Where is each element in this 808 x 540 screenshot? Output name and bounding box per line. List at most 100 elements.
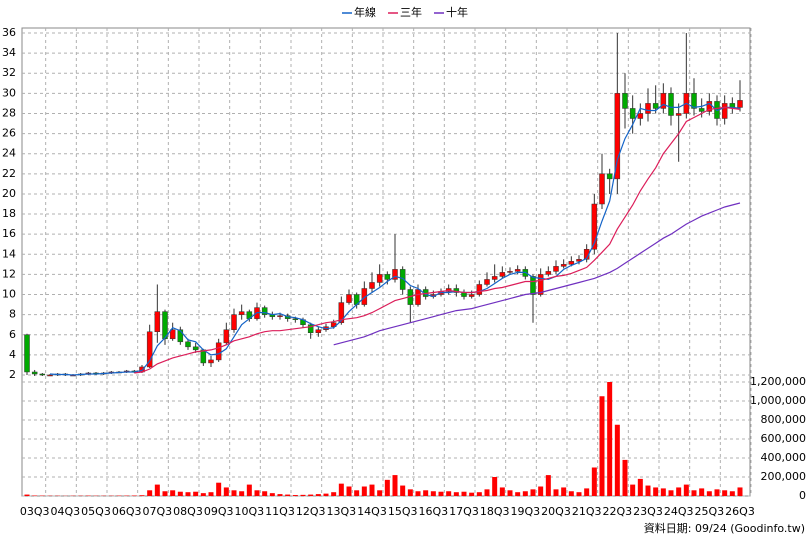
volume-bar [246,484,252,496]
volume-bar [361,486,367,496]
candle-body [238,311,245,315]
volume-bar [185,492,191,496]
volume-bar [338,483,344,496]
x-tick-label: 23Q3 [633,505,663,518]
y2-tick-label: 600,000 [761,432,807,445]
y-tick-label: 6 [9,328,16,341]
y-tick-label: 16 [2,227,16,240]
volume-bar [476,492,482,496]
candle-body [691,93,697,109]
volume-bar [691,490,697,496]
y-tick-label: 10 [2,288,16,301]
candle-body [185,341,191,348]
volume-bar [193,491,199,496]
candle-body [292,318,299,320]
x-tick-label: 19Q3 [511,505,541,518]
y-tick-label: 26 [2,127,16,140]
y2-tick-label: 400,000 [761,451,807,464]
volume-bar [714,489,720,496]
candle-body [668,93,674,116]
candle-body [499,272,506,277]
volume-bar [216,482,222,496]
volume-bar [538,486,544,496]
candle-body [537,274,544,295]
candle-body [553,266,559,272]
volume-bar [139,495,145,496]
candle-body [652,103,659,109]
volume-bar [384,479,390,496]
candle-body [338,302,345,323]
volume-bar [269,493,275,496]
volume-bar [415,491,421,496]
candle-body [376,274,383,283]
x-tick-label: 08Q3 [173,505,203,518]
x-tick-label: 26Q3 [725,505,755,518]
x-tick-label: 17Q3 [449,505,479,518]
candle-body [622,93,628,109]
y-tick-label: 18 [2,207,16,220]
volume-bar [660,488,666,496]
candle-body [177,329,184,343]
candle-body [491,276,498,280]
candle-body [599,173,605,205]
candle-body [415,289,421,305]
volume-bar [223,487,229,496]
volume-bar [653,487,659,496]
volume-bar [407,489,413,496]
volume-bar [239,491,245,496]
volume-bar [630,484,636,496]
candle-body [721,103,728,119]
x-tick-label: 04Q3 [51,505,81,518]
volume-bar [315,494,321,496]
x-tick-label: 13Q3 [327,505,357,518]
candle-body [476,284,483,295]
volume-bar [346,486,352,496]
volume-bar [737,487,743,496]
candle-body [154,311,161,332]
volume-bar [683,484,689,496]
volume-bar [729,491,735,496]
candle-body [629,108,636,119]
volume-bar [484,489,490,496]
volume-bar [507,490,513,496]
candle-body [514,269,521,272]
legend-label: 三年 [400,5,422,19]
candle-body [208,359,214,364]
volume-bar [706,491,712,496]
volume-bar [323,493,329,496]
x-tick-label: 12Q3 [296,505,326,518]
candle-body [484,279,490,285]
volume-bar [668,490,674,496]
y-tick-label: 36 [2,26,16,39]
candle-body [315,329,322,334]
volume-bar [292,495,298,496]
volume-bar [453,492,459,496]
candle-body [591,203,598,250]
volume-bar [354,490,360,496]
volume-bar [177,491,183,496]
candle-body [530,276,536,295]
x-tick-label: 14Q3 [357,505,387,518]
y-tick-label: 14 [2,247,16,260]
volume-bar [637,478,643,496]
y-tick-label: 2 [9,368,16,381]
y2-tick-label: 1,200,000 [750,375,806,388]
ma-line [333,202,741,346]
volume-bar [308,494,314,496]
x-tick-label: 05Q3 [81,505,111,518]
candle-body [162,311,168,340]
x-tick-label: 24Q3 [664,505,694,518]
candle-body [392,269,398,280]
volume-bar [584,488,590,496]
volume-bar [515,492,521,496]
volume-bar [561,487,567,496]
volume-bar [591,467,597,496]
candle-body [223,329,230,344]
volume-bar [699,488,705,496]
volume-bar [430,491,436,496]
volume-bar [400,485,406,496]
x-tick-label: 11Q3 [265,505,295,518]
volume-bar [461,491,467,496]
